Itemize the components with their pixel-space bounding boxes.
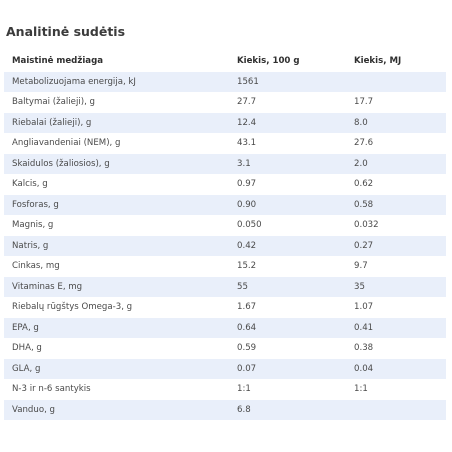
table-row: Fosforas, g 0.90 0.58 — [4, 194, 446, 215]
section-title: Analitinė sudėtis — [6, 24, 126, 39]
column-header-per-mj: Kiekis, MJ — [346, 51, 446, 72]
cell-nutrient: Riebalų rūgštys Omega-3, g — [4, 297, 229, 318]
cell-per-100g: 6.8 — [229, 399, 346, 420]
cell-per-100g: 0.59 — [229, 338, 346, 359]
cell-nutrient: Cinkas, mg — [4, 256, 229, 277]
cell-per-100g: 15.2 — [229, 256, 346, 277]
cell-nutrient: GLA, g — [4, 358, 229, 379]
table-row: Vanduo, g 6.8 — [4, 399, 446, 420]
table-row: Riebalų rūgštys Omega-3, g 1.67 1.07 — [4, 297, 446, 318]
cell-per-100g: 43.1 — [229, 133, 346, 154]
cell-nutrient: Vanduo, g — [4, 399, 229, 420]
table-row: Cinkas, mg 15.2 9.7 — [4, 256, 446, 277]
table-row: GLA, g 0.07 0.04 — [4, 358, 446, 379]
cell-per-100g: 12.4 — [229, 112, 346, 133]
cell-nutrient: Vitaminas E, mg — [4, 276, 229, 297]
cell-per-mj: 0.032 — [346, 215, 446, 236]
cell-per-100g: 0.07 — [229, 358, 346, 379]
table-row: N-3 ir n-6 santykis 1:1 1:1 — [4, 379, 446, 400]
table-row: EPA, g 0.64 0.41 — [4, 317, 446, 338]
table-row: Kalcis, g 0.97 0.62 — [4, 174, 446, 195]
cell-per-mj: 1:1 — [346, 379, 446, 400]
cell-per-mj: 0.58 — [346, 194, 446, 215]
table-row: Skaidulos (žaliosios), g 3.1 2.0 — [4, 153, 446, 174]
cell-nutrient: Magnis, g — [4, 215, 229, 236]
cell-per-mj: 2.0 — [346, 153, 446, 174]
cell-per-mj: 8.0 — [346, 112, 446, 133]
cell-per-mj: 35 — [346, 276, 446, 297]
cell-per-100g: 3.1 — [229, 153, 346, 174]
cell-per-mj: 0.38 — [346, 338, 446, 359]
cell-per-100g: 0.64 — [229, 317, 346, 338]
table-row: Angliavandeniai (NEM), g 43.1 27.6 — [4, 133, 446, 154]
table-row: DHA, g 0.59 0.38 — [4, 338, 446, 359]
cell-per-100g: 0.97 — [229, 174, 346, 195]
table-row: Riebalai (žalieji), g 12.4 8.0 — [4, 112, 446, 133]
table-row: Metabolizuojama energija, kJ 1561 — [4, 71, 446, 92]
cell-nutrient: Angliavandeniai (NEM), g — [4, 133, 229, 154]
cell-per-mj: 0.62 — [346, 174, 446, 195]
cell-per-mj: 9.7 — [346, 256, 446, 277]
cell-nutrient: Natris, g — [4, 235, 229, 256]
table-body: Metabolizuojama energija, kJ 1561 Baltymai… — [4, 71, 446, 420]
cell-per-100g: 0.42 — [229, 235, 346, 256]
cell-per-100g: 55 — [229, 276, 346, 297]
cell-per-mj: 1.07 — [346, 297, 446, 318]
cell-per-100g: 1:1 — [229, 379, 346, 400]
cell-nutrient: Baltymai (žalieji), g — [4, 92, 229, 113]
cell-per-100g: 0.90 — [229, 194, 346, 215]
cell-nutrient: Fosforas, g — [4, 194, 229, 215]
table-row: Vitaminas E, mg 55 35 — [4, 276, 446, 297]
cell-per-mj: 0.04 — [346, 358, 446, 379]
cell-per-100g: 27.7 — [229, 92, 346, 113]
cell-per-100g: 1561 — [229, 71, 346, 92]
cell-nutrient: N-3 ir n-6 santykis — [4, 379, 229, 400]
cell-per-mj: 27.6 — [346, 133, 446, 154]
table-row: Natris, g 0.42 0.27 — [4, 235, 446, 256]
cell-nutrient: Metabolizuojama energija, kJ — [4, 71, 229, 92]
cell-nutrient: EPA, g — [4, 317, 229, 338]
nutrition-table: Maistinė medžiaga Kiekis, 100 g Kiekis, … — [4, 51, 446, 420]
table-row: Magnis, g 0.050 0.032 — [4, 215, 446, 236]
table-row: Baltymai (žalieji), g 27.7 17.7 — [4, 92, 446, 113]
cell-nutrient: DHA, g — [4, 338, 229, 359]
column-header-per-100g: Kiekis, 100 g — [229, 51, 346, 72]
table-header-row: Maistinė medžiaga Kiekis, 100 g Kiekis, … — [4, 51, 446, 72]
cell-per-100g: 1.67 — [229, 297, 346, 318]
column-header-nutrient: Maistinė medžiaga — [4, 51, 229, 72]
cell-per-mj: 0.27 — [346, 235, 446, 256]
cell-per-100g: 0.050 — [229, 215, 346, 236]
cell-nutrient: Skaidulos (žaliosios), g — [4, 153, 229, 174]
cell-nutrient: Kalcis, g — [4, 174, 229, 195]
cell-per-mj: 17.7 — [346, 92, 446, 113]
cell-nutrient: Riebalai (žalieji), g — [4, 112, 229, 133]
cell-per-mj: 0.41 — [346, 317, 446, 338]
cell-per-mj — [346, 399, 446, 420]
cell-per-mj — [346, 71, 446, 92]
